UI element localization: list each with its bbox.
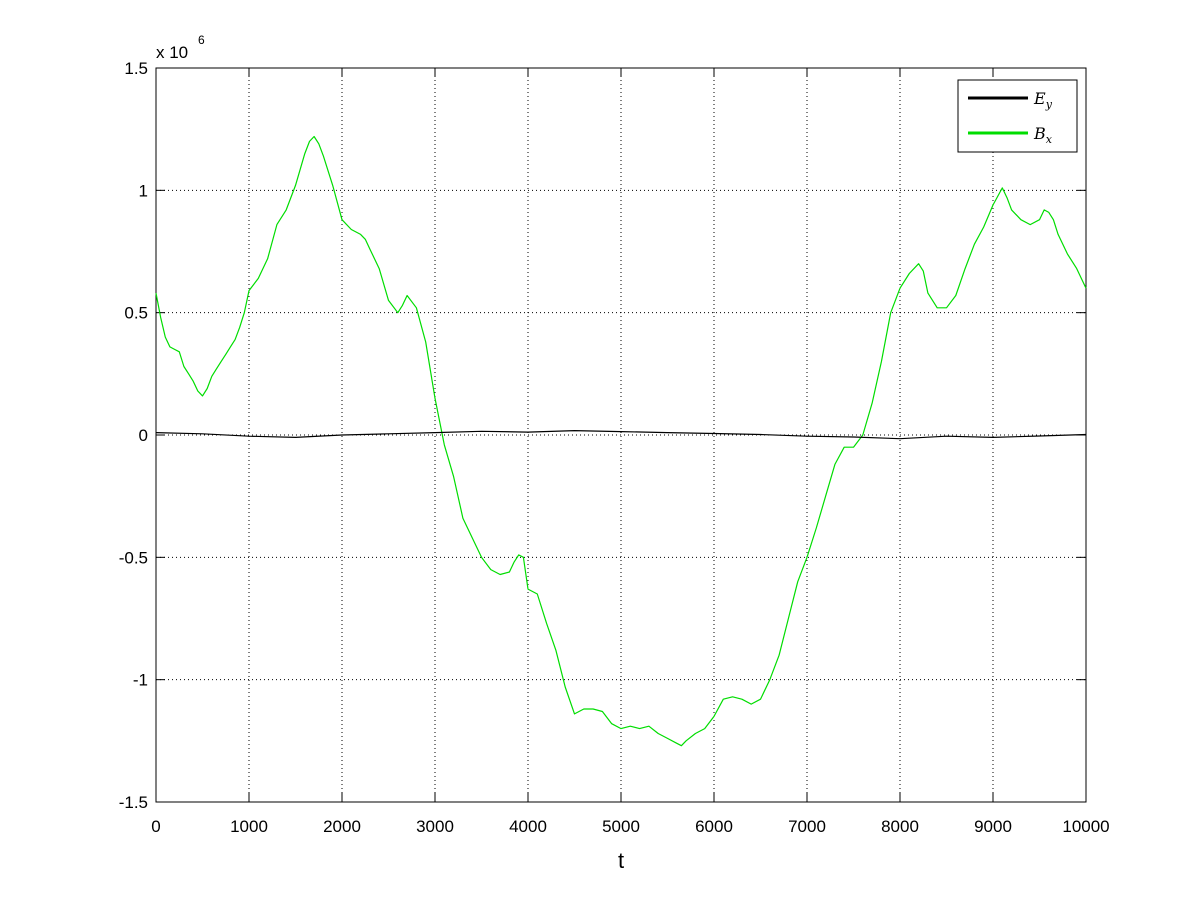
x-tick-label: 6000	[695, 817, 733, 836]
legend-label-e-y: Ey	[1033, 89, 1053, 111]
legend-label-b-x: Bx	[1033, 124, 1053, 146]
x-tick-label: 10000	[1062, 817, 1109, 836]
x-tick-label: 1000	[230, 817, 268, 836]
x-tick-label: 3000	[416, 817, 454, 836]
x-tick-label: 2000	[323, 817, 361, 836]
legend: Ey Bx	[957, 79, 1078, 153]
legend-box	[957, 79, 1078, 153]
y-tick-label: -1.5	[119, 793, 148, 812]
x-tick-label: 4000	[509, 817, 547, 836]
y-tick-label: 1.5	[124, 59, 148, 78]
x-axis-label: t	[618, 848, 624, 873]
series-lines	[155, 135, 1087, 747]
y-tick-label: -0.5	[119, 548, 148, 567]
y-tick-label: 1	[139, 181, 148, 200]
series-line-b-x	[155, 135, 1087, 747]
grid-lines	[156, 68, 1086, 802]
series-line-e-y	[155, 430, 1087, 440]
y-tick-label: 0	[139, 426, 148, 445]
y-exponent-power: 6	[198, 33, 205, 47]
y-tick-label: -1	[133, 671, 148, 690]
x-tick-label: 8000	[881, 817, 919, 836]
x-tick-label: 9000	[974, 817, 1012, 836]
x-tick-label: 0	[151, 817, 160, 836]
x-tick-label: 7000	[788, 817, 826, 836]
y-tick-label: 0.5	[124, 304, 148, 323]
x-tick-label: 5000	[602, 817, 640, 836]
y-exponent-base: x 10	[156, 43, 188, 62]
axis-ticks: 0 1000 2000 3000 4000 5000 6000 7000 8000 9000 100…	[119, 59, 1110, 836]
